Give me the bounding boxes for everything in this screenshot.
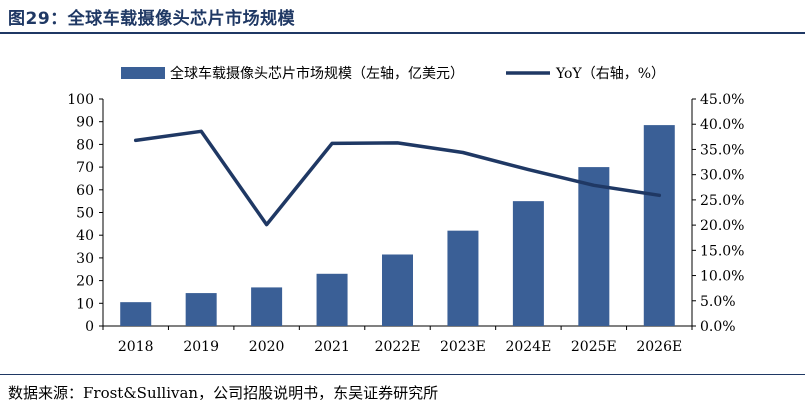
x-tick-label: 2022E [375,339,421,355]
right-tick-label: 5.0% [700,294,736,310]
bar-2022E [382,254,413,326]
right-tick-label: 35.0% [700,142,744,158]
left-tick-label: 70 [76,160,94,176]
right-tick-label: 25.0% [700,193,744,209]
right-tick-label: 30.0% [700,168,744,184]
left-tick-label: 50 [76,206,94,222]
left-tick-label: 80 [76,137,94,153]
left-tick-label: 10 [76,296,94,312]
source-note: 数据来源：Frost&Sullivan，公司招股说明书，东吴证券研究所 [8,384,439,402]
right-tick-label: 15.0% [700,243,744,259]
x-tick-label: 2024E [505,339,551,355]
left-tick-label: 40 [76,228,94,244]
bar-2019 [185,293,217,326]
left-tick-label: 90 [76,115,94,131]
right-tick-label: 40.0% [700,117,744,133]
bar-2021 [316,273,348,326]
bar-2025E [578,167,610,326]
source-rule [0,374,805,375]
left-tick-label: 30 [76,251,94,267]
line-series [133,129,662,227]
x-tick-label: 2019 [183,339,219,355]
right-tick-label: 0.0% [700,319,736,335]
bar-series [120,125,675,326]
x-tick-label: 2023E [440,339,486,355]
left-tick-label: 100 [67,92,94,108]
bar-2020 [251,287,283,326]
legend-label-line: YoY（右轴，%） [555,66,665,82]
x-tick-label: 2026E [636,339,682,355]
left-tick-label: 0 [85,319,94,335]
bar-2018 [120,302,152,326]
bar-2026E [643,125,675,326]
left-tick-label: 20 [76,274,94,290]
legend-label-bar: 全球车载摄像头芯片市场规模（左轴，亿美元） [170,65,464,82]
bar-2023E [447,230,479,326]
right-tick-label: 10.0% [700,269,744,285]
figure-title: 图29：全球车载摄像头芯片市场规模 [8,9,296,29]
legend-swatch-bar [121,67,165,79]
left-tick-label: 60 [76,183,94,199]
right-tick-label: 45.0% [700,92,744,108]
x-tick-label: 2025E [571,339,617,355]
right-tick-label: 20.0% [700,218,744,234]
title-rule [0,32,805,34]
legend: 全球车载摄像头芯片市场规模（左轴，亿美元） YoY（右轴，%） [121,65,665,82]
market-size-chart: 全球车载摄像头芯片市场规模（左轴，亿美元） YoY（右轴，%） 0 10 20 30 40… [67,65,744,355]
x-tick-label: 2018 [118,339,154,355]
x-tick-label: 2020 [249,339,285,355]
x-tick-label: 2021 [314,339,350,355]
bar-2024E [512,201,544,326]
